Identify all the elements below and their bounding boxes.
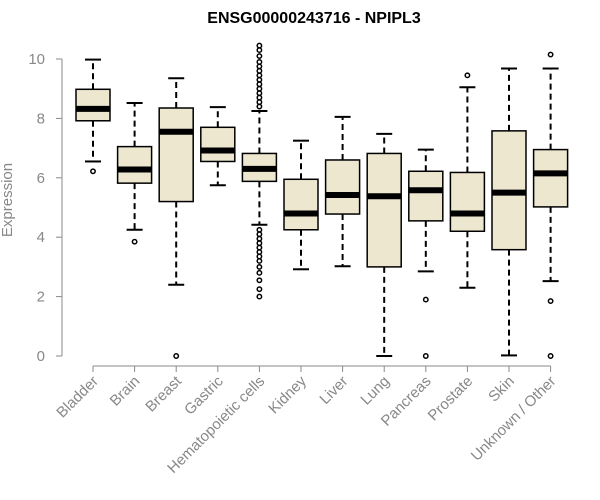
outlier-point	[256, 226, 263, 233]
box-iqr	[408, 170, 444, 222]
box-iqr	[75, 88, 111, 122]
x-tick-label: Breast	[142, 372, 185, 415]
outlier-point	[256, 286, 263, 293]
box-group	[241, 42, 278, 300]
x-tick-label: Prostate	[425, 373, 477, 425]
y-tick-label: 0	[37, 348, 45, 365]
outlier-point	[422, 353, 429, 359]
y-tick-label: 8	[37, 110, 45, 127]
box-iqr	[116, 145, 153, 184]
outlier-point	[256, 53, 263, 59]
x-tick-label: Lung	[357, 373, 393, 409]
box-group	[366, 132, 402, 357]
box-group	[200, 106, 236, 187]
outlier-point	[256, 42, 263, 49]
x-tick-label: Bladder	[53, 373, 102, 422]
y-tick-label: 2	[37, 289, 45, 306]
x-tick-label: Brain	[107, 373, 144, 410]
outlier-point	[464, 72, 471, 79]
box-iqr	[366, 152, 402, 268]
box-iqr	[158, 107, 194, 203]
box-group	[116, 101, 153, 245]
outlier-point	[90, 168, 96, 175]
x-tick-label: Kidney	[265, 372, 310, 417]
box-group	[449, 72, 486, 289]
outlier-point	[547, 51, 554, 58]
outlier-point	[422, 296, 429, 303]
y-tick-label: 10	[28, 51, 45, 68]
y-tick-label: 6	[37, 170, 45, 187]
outlier-point	[547, 353, 554, 359]
outlier-point	[131, 238, 138, 245]
y-tick-label: 4	[37, 229, 45, 246]
boxes-layer	[75, 42, 569, 359]
box-iqr	[283, 178, 319, 231]
outlier-point	[256, 263, 263, 270]
box-group	[324, 115, 361, 268]
outlier-point	[256, 59, 263, 65]
box-group	[158, 77, 194, 359]
outlier-point	[256, 293, 263, 300]
box-group	[283, 139, 319, 271]
box-iqr	[200, 126, 236, 163]
x-tick-label: Skin	[485, 373, 518, 406]
outlier-point	[256, 277, 263, 284]
outlier-point	[173, 353, 180, 359]
box-iqr	[449, 171, 486, 233]
y-axis-label: Expression	[0, 163, 16, 237]
box-group	[532, 51, 569, 359]
box-group	[491, 67, 527, 357]
y-axis: 0 2 4 6 8 10	[28, 51, 63, 365]
box-group	[75, 58, 111, 175]
chart-title: ENSG00000243716 - NPIPL3	[207, 10, 421, 27]
x-tick-label: Liver	[316, 373, 351, 408]
outlier-point	[547, 298, 554, 305]
box-iqr	[532, 148, 569, 208]
box-iqr	[324, 159, 361, 215]
box-group	[408, 148, 444, 359]
outlier-point	[256, 269, 263, 276]
